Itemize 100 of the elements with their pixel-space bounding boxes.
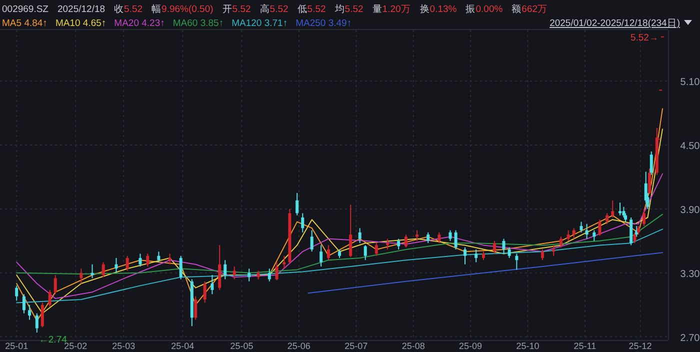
text: MA60 3.85↑ [172, 18, 224, 29]
candlestick [606, 212, 609, 224]
annotation: ←2.74 [38, 334, 67, 346]
candlestick [515, 253, 518, 270]
candlestick [194, 296, 198, 320]
y-tick-label: 3.30 [680, 268, 700, 280]
candlestick [126, 255, 129, 272]
text: MA20 4.23↑ [114, 18, 165, 29]
text: 开 [222, 4, 232, 15]
candlestick [268, 268, 271, 282]
candlestick [138, 253, 142, 267]
candlestick [48, 289, 52, 308]
candlestick [541, 248, 544, 261]
candlestick [15, 285, 18, 302]
candlestick [35, 312, 38, 334]
candlestick [326, 244, 330, 261]
x-tick-label: 25-02 [64, 341, 88, 351]
text: 662万 [522, 4, 548, 15]
candlestick [179, 255, 182, 280]
text: 2025/01/02-2025/12/18(234日) [550, 18, 680, 29]
candlestick [224, 260, 227, 280]
text: MA250 3.49↑ [296, 18, 352, 29]
candlestick [493, 240, 496, 254]
text: MA120 3.71↑ [232, 18, 288, 29]
candlestick [203, 280, 206, 304]
y-tick-label: 3.90 [680, 204, 700, 216]
candlestick [585, 223, 588, 240]
candlestick [248, 268, 251, 282]
text: 均 [334, 3, 345, 15]
candlestick [618, 202, 622, 216]
candlestick [374, 242, 378, 256]
x-tick-label: 25-05 [230, 341, 254, 351]
candlestick [157, 251, 160, 263]
candlestick [611, 200, 614, 218]
y-tick-label: 2.70 [680, 332, 700, 344]
annotation: 5.52→ [630, 32, 658, 44]
x-tick-label: 25-03 [112, 341, 136, 351]
candlestick [580, 221, 583, 233]
candlestick [448, 230, 452, 242]
candlestick [598, 219, 602, 236]
candlestick [168, 253, 172, 265]
candlestick [320, 244, 323, 267]
candlestick [301, 212, 304, 233]
candlestick [464, 246, 467, 265]
x-tick-label: 25-08 [402, 341, 425, 351]
candlestick [349, 204, 352, 258]
x-tick-label: 25-07 [344, 341, 368, 351]
candlestick [552, 244, 556, 256]
text: 2025/12/18 [57, 4, 106, 15]
x-tick-label: 25-12 [628, 341, 652, 351]
line-series [16, 173, 663, 299]
candlestick [650, 150, 653, 176]
candlestick [454, 230, 458, 250]
candlestick [232, 266, 236, 280]
candlestick [386, 238, 390, 250]
text: 高 [260, 3, 270, 15]
candlestick [275, 262, 278, 281]
candlestick [80, 268, 83, 284]
candlestick [146, 253, 150, 267]
x-tick-label: 25-06 [287, 341, 310, 351]
candlestick [622, 206, 626, 218]
x-tick-label: 25-09 [459, 341, 482, 351]
text: 9.96%(0.50) [162, 4, 214, 15]
text: MA10 4.65↑ [55, 18, 106, 29]
text: 换 [420, 3, 430, 15]
candlestick [296, 192, 299, 216]
text: 0.00% [476, 4, 504, 15]
text: 1.20万 [382, 4, 411, 15]
text: 5.52 [124, 4, 143, 15]
candlestick [572, 228, 576, 240]
candlestick [592, 230, 596, 242]
text: 量 [372, 4, 382, 15]
candlestick [397, 238, 400, 250]
candlestick [502, 238, 506, 254]
text: 振 [466, 3, 476, 15]
candlestick [474, 248, 478, 263]
candlestick [559, 236, 562, 248]
candlestick [28, 304, 32, 320]
candlestick [54, 274, 57, 295]
candlestick [90, 264, 94, 279]
candlestick [40, 302, 44, 328]
text: 5.52 [232, 4, 251, 15]
text: MA5 4.84↑ [2, 18, 48, 29]
line-series [308, 252, 663, 294]
x-tick-label: 25-10 [516, 341, 540, 351]
x-tick-label: 25-04 [171, 341, 194, 351]
candlestick [358, 228, 362, 244]
candlestick [114, 257, 118, 274]
text: 低 [297, 4, 308, 15]
candlestick [310, 230, 314, 252]
text: 额 [512, 3, 522, 15]
text: 0.13% [430, 4, 458, 15]
candlestick [404, 234, 408, 248]
candlestick [218, 244, 222, 290]
text: 5.52 [307, 4, 326, 15]
candlestick [282, 255, 286, 270]
x-tick-label: 25-11 [574, 341, 596, 351]
candlestick [364, 244, 367, 261]
candlestick [630, 216, 633, 246]
text: 5.52 [344, 4, 364, 15]
